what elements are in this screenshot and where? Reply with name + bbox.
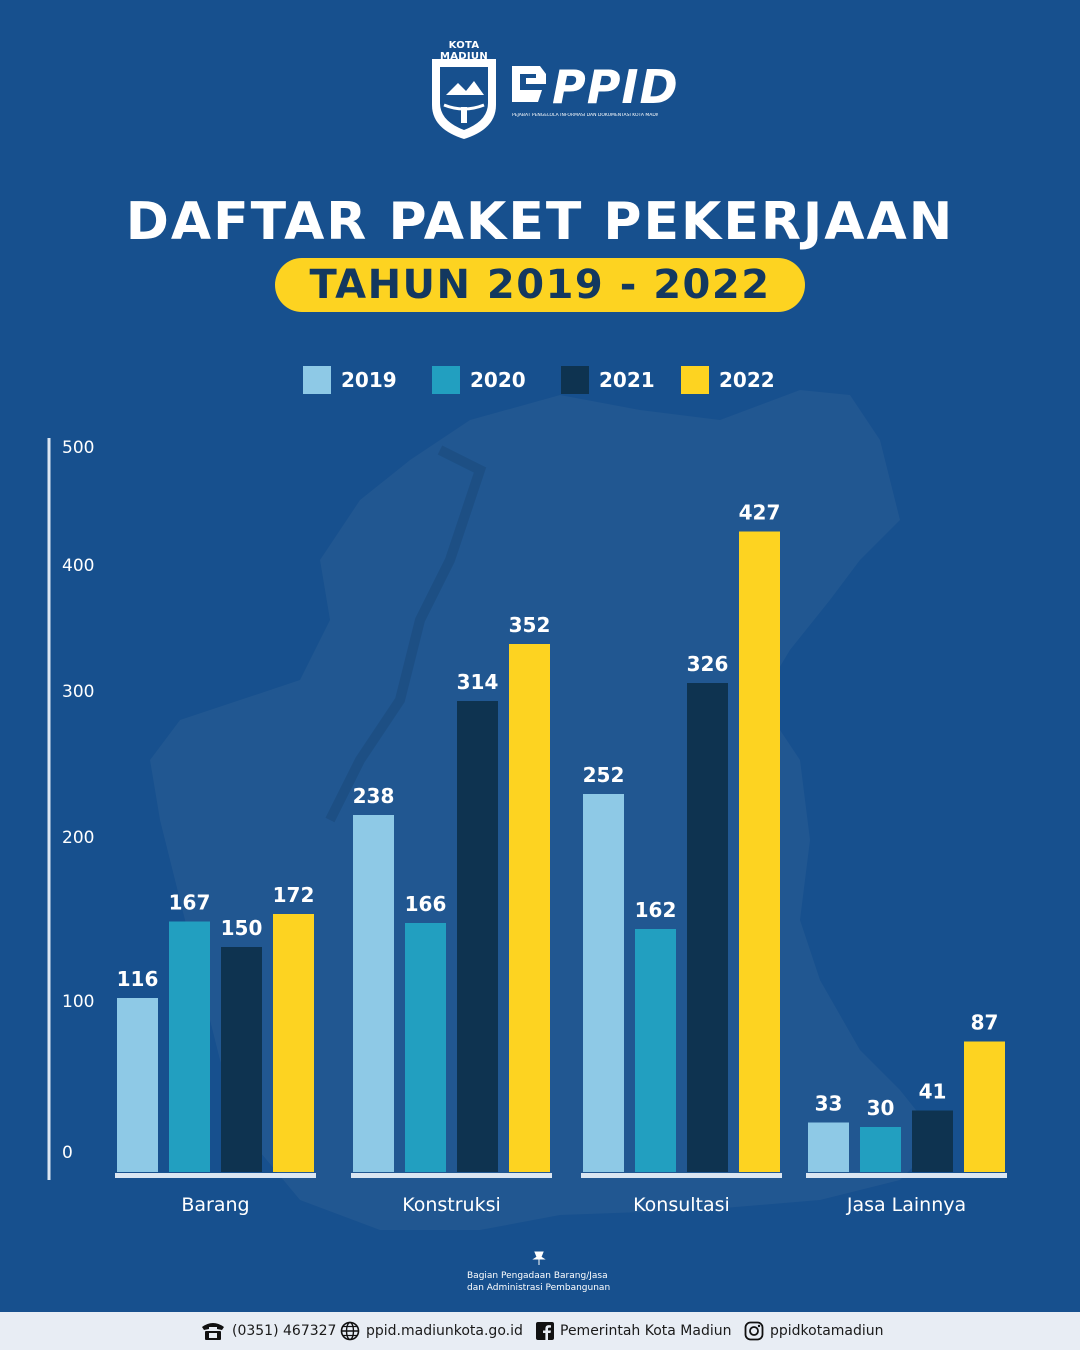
data-label-2020: 167 (169, 891, 211, 915)
bar-2020 (635, 929, 676, 1172)
brand-subtitle: PEJABAT PENGELOLA INFORMASI DAN DOKUMENT… (512, 113, 658, 118)
data-label-2022: 352 (509, 613, 551, 637)
legend-item-2021: 2021 (561, 366, 655, 394)
category-baseline (115, 1173, 316, 1178)
website-link[interactable]: ppid.madiunkota.go.id (366, 1323, 523, 1339)
legend-label-2019: 2019 (341, 368, 397, 392)
source-line-2: dan Administrasi Pembangunan (467, 1283, 611, 1293)
y-tick-label: 300 (62, 682, 94, 702)
bar-2019 (117, 998, 158, 1172)
data-label-2022: 87 (971, 1011, 999, 1035)
source-line-1: Bagian Pengadaan Barang/Jasa (467, 1271, 608, 1281)
data-label-2022: 427 (739, 501, 781, 525)
legend-label-2020: 2020 (470, 368, 526, 392)
category-label: Konstruksi (402, 1194, 501, 1216)
brand-name: PPID (552, 60, 679, 114)
bar-2021 (457, 701, 498, 1172)
data-label-2022: 172 (273, 883, 315, 907)
y-tick-label: 100 (62, 992, 94, 1012)
data-label-2021: 314 (457, 670, 499, 694)
data-label-2020: 166 (405, 892, 447, 916)
org-name: KOTA MADIUN (439, 40, 488, 62)
globe-icon (340, 1321, 360, 1341)
data-label-2021: 41 (919, 1080, 947, 1104)
footer-website[interactable]: ppid.madiunkota.go.id (340, 1312, 523, 1350)
bar-2019 (353, 815, 394, 1172)
category-label: Konsultasi (633, 1194, 730, 1216)
legend-item-2022: 2022 (681, 366, 775, 394)
data-label-2021: 150 (221, 916, 263, 940)
footer-facebook[interactable]: Pemerintah Kota Madiun (536, 1312, 731, 1350)
bar-2022 (964, 1041, 1005, 1172)
category-baseline (581, 1173, 782, 1178)
data-label-2019: 252 (583, 763, 625, 787)
bar-2020 (405, 923, 446, 1172)
facebook-icon (536, 1322, 554, 1340)
data-label-2020: 162 (635, 898, 677, 922)
phone-icon (202, 1323, 224, 1340)
legend-item-2019: 2019 (303, 366, 397, 394)
category-label: Jasa Lainnya (846, 1194, 966, 1216)
legend-swatch-2021 (561, 366, 589, 394)
year-range-badge: TAHUN 2019 - 2022 (275, 258, 805, 312)
category-baseline (806, 1173, 1007, 1178)
bar-2022 (509, 644, 550, 1172)
legend-swatch-2022 (681, 366, 709, 394)
y-tick-label: 500 (62, 438, 94, 458)
y-tick-label: 200 (62, 828, 94, 848)
category-label: Barang (181, 1194, 249, 1216)
bar-2019 (808, 1122, 849, 1172)
footer: (0351) 467327 ppid.madiunkota.go.id Peme… (0, 1312, 1080, 1350)
bar-2022 (739, 531, 780, 1172)
chart-legend: 2019 2020 2021 2022 (0, 366, 1080, 396)
data-label-2019: 116 (117, 967, 159, 991)
y-tick-label: 400 (62, 556, 94, 576)
bar-2020 (169, 921, 210, 1172)
legend-swatch-2019 (303, 366, 331, 394)
y-tick-label: 0 (62, 1143, 73, 1163)
instagram-handle[interactable]: ppidkotamadiun (770, 1323, 884, 1339)
facebook-page[interactable]: Pemerintah Kota Madiun (560, 1323, 732, 1339)
bar-2021 (221, 947, 262, 1172)
bar-2021 (687, 683, 728, 1172)
phone-number: (0351) 467327 (232, 1323, 337, 1339)
bar-chart: 0 100 200 300 400 500 Barang 116 167 150 172 Konstr… (47, 438, 1007, 1216)
bar-2019 (583, 794, 624, 1172)
data-label-2020: 30 (867, 1096, 895, 1120)
legend-swatch-2020 (432, 366, 460, 394)
instagram-icon (744, 1321, 764, 1341)
bar-2020 (860, 1127, 901, 1172)
legend-item-2020: 2020 (432, 366, 526, 394)
legend-label-2021: 2021 (599, 368, 655, 392)
pin-icon (532, 1251, 546, 1265)
footer-phone: (0351) 467327 (200, 1312, 336, 1350)
bar-2021 (912, 1110, 953, 1172)
bar-2022 (273, 914, 314, 1172)
ppid-mark-icon (512, 66, 546, 102)
category-baseline (351, 1173, 552, 1178)
legend-label-2022: 2022 (719, 368, 775, 392)
page-title: DAFTAR PAKET PEKERJAAN (125, 192, 955, 252)
data-label-2021: 326 (687, 652, 729, 676)
footer-instagram[interactable]: ppidkotamadiun (744, 1312, 884, 1350)
source-note: Bagian Pengadaan Barang/Jasa dan Adminis… (440, 1251, 640, 1294)
data-label-2019: 33 (815, 1092, 843, 1116)
data-label-2019: 238 (353, 784, 395, 808)
city-crest-icon (432, 59, 496, 139)
